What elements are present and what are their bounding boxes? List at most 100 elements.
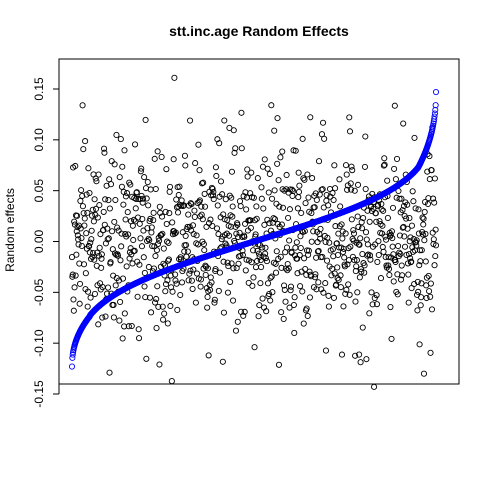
- random-point: [191, 213, 198, 220]
- random-point: [334, 251, 342, 259]
- random-point: [252, 231, 259, 238]
- random-point: [70, 307, 77, 314]
- random-point: [414, 307, 421, 314]
- random-point: [145, 202, 152, 209]
- random-point: [389, 243, 396, 250]
- random-point: [170, 156, 177, 163]
- random-point: [204, 304, 211, 311]
- random-point: [309, 175, 316, 182]
- random-point: [161, 310, 168, 317]
- random-point: [387, 303, 394, 311]
- random-point: [305, 251, 312, 258]
- plot-area: [58, 58, 460, 385]
- random-point: [263, 258, 270, 265]
- random-point: [212, 164, 219, 171]
- random-point: [330, 196, 337, 204]
- random-point: [383, 236, 390, 243]
- random-point: [243, 206, 250, 213]
- random-point: [256, 302, 263, 309]
- random-point: [91, 256, 98, 263]
- random-point: [212, 266, 219, 273]
- random-point: [379, 222, 386, 229]
- random-point: [144, 178, 151, 186]
- random-point: [285, 214, 292, 221]
- random-point: [78, 242, 85, 249]
- random-point: [336, 223, 343, 230]
- random-point: [351, 187, 358, 194]
- random-point: [276, 203, 283, 210]
- random-point: [357, 235, 364, 242]
- random-point: [342, 290, 349, 297]
- random-point: [225, 263, 232, 270]
- random-point: [340, 303, 347, 310]
- random-point: [156, 203, 163, 210]
- random-point: [123, 190, 131, 197]
- random-point: [379, 230, 386, 237]
- random-point: [141, 174, 148, 181]
- random-point: [207, 286, 214, 294]
- random-point: [231, 149, 238, 156]
- random-point: [306, 294, 313, 301]
- random-point: [290, 147, 297, 154]
- random-point: [404, 201, 411, 208]
- random-point: [120, 201, 127, 208]
- random-point: [166, 210, 173, 217]
- random-point: [214, 202, 221, 209]
- random-point: [91, 290, 98, 297]
- random-point: [114, 252, 121, 259]
- random-point: [96, 244, 103, 251]
- random-point: [351, 257, 358, 264]
- random-point: [247, 217, 254, 224]
- random-point: [376, 218, 383, 225]
- random-point: [102, 196, 109, 203]
- random-point: [421, 208, 428, 216]
- random-point: [70, 296, 77, 303]
- random-point: [322, 280, 329, 287]
- random-point: [420, 215, 427, 222]
- random-point: [165, 239, 172, 246]
- random-point: [303, 305, 310, 312]
- random-point: [106, 205, 113, 212]
- random-point: [166, 183, 174, 190]
- random-point: [105, 197, 112, 204]
- random-point: [117, 257, 124, 264]
- random-point: [131, 141, 139, 148]
- random-point: [198, 211, 205, 218]
- random-point: [232, 145, 239, 152]
- random-point: [199, 180, 206, 187]
- random-point: [100, 227, 107, 234]
- random-point: [366, 218, 373, 225]
- random-point: [333, 281, 340, 288]
- random-point: [175, 191, 182, 199]
- random-point: [354, 289, 361, 296]
- random-point: [283, 244, 291, 251]
- random-point: [121, 323, 128, 330]
- random-point: [312, 190, 319, 197]
- random-point: [156, 361, 163, 368]
- random-point: [143, 355, 150, 362]
- random-point: [217, 178, 225, 185]
- random-point: [410, 198, 417, 205]
- random-point: [413, 237, 420, 244]
- random-point: [81, 215, 88, 222]
- random-point: [108, 158, 115, 165]
- random-point: [162, 208, 169, 216]
- random-point: [76, 280, 84, 287]
- random-point: [388, 335, 395, 342]
- random-point: [344, 261, 351, 268]
- random-point: [375, 251, 382, 259]
- random-point: [87, 294, 94, 301]
- y-tick-label: 0.15: [32, 77, 46, 101]
- random-point: [199, 216, 206, 223]
- random-point: [322, 347, 330, 354]
- random-point: [364, 252, 371, 259]
- random-point: [368, 289, 375, 296]
- random-point: [248, 169, 255, 176]
- random-point: [100, 208, 107, 215]
- random-point: [122, 216, 129, 223]
- random-point: [154, 240, 162, 248]
- random-point: [291, 294, 298, 301]
- random-point: [389, 235, 396, 242]
- random-point: [392, 176, 399, 183]
- random-point: [401, 243, 409, 250]
